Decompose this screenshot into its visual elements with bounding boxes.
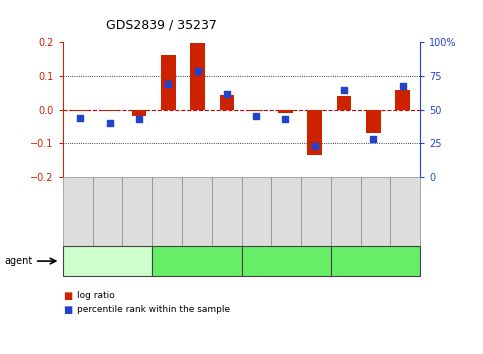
Text: GSM159376: GSM159376 bbox=[75, 193, 80, 230]
Point bbox=[369, 137, 377, 142]
Bar bbox=[307, 110, 322, 155]
Point bbox=[252, 114, 260, 119]
Text: GSM159389: GSM159389 bbox=[373, 193, 378, 230]
Text: GSM159384: GSM159384 bbox=[224, 193, 229, 230]
Text: PEITC: PEITC bbox=[274, 257, 298, 266]
Text: GSM159386: GSM159386 bbox=[284, 193, 289, 230]
Text: control: control bbox=[92, 257, 123, 266]
Point bbox=[194, 68, 201, 74]
Bar bbox=[73, 110, 88, 112]
Point bbox=[282, 116, 289, 122]
Text: GSM159377: GSM159377 bbox=[105, 193, 110, 230]
Text: ■: ■ bbox=[63, 305, 72, 315]
Bar bbox=[395, 90, 410, 110]
Point bbox=[164, 81, 172, 87]
Text: GSM159390: GSM159390 bbox=[403, 193, 408, 230]
Bar bbox=[220, 95, 234, 110]
Text: GSM159388: GSM159388 bbox=[343, 193, 348, 230]
Point bbox=[135, 116, 143, 122]
Bar bbox=[132, 110, 146, 116]
Text: GSM159387: GSM159387 bbox=[313, 193, 318, 230]
Point bbox=[223, 91, 231, 96]
Bar bbox=[190, 43, 205, 110]
Text: GSM159381: GSM159381 bbox=[165, 193, 170, 230]
Text: log ratio: log ratio bbox=[77, 291, 115, 300]
Text: agent: agent bbox=[5, 256, 33, 266]
Point bbox=[76, 115, 84, 121]
Text: GDS2839 / 35237: GDS2839 / 35237 bbox=[106, 19, 217, 32]
Bar bbox=[366, 110, 381, 133]
Text: ■: ■ bbox=[63, 291, 72, 301]
Text: GSM159378: GSM159378 bbox=[135, 193, 140, 230]
Point bbox=[311, 143, 319, 149]
Bar bbox=[102, 110, 117, 112]
Point bbox=[399, 83, 407, 88]
Bar bbox=[278, 110, 293, 113]
Point bbox=[340, 87, 348, 92]
Text: NMBA: NMBA bbox=[184, 257, 210, 266]
Bar bbox=[161, 55, 176, 110]
Bar bbox=[337, 96, 351, 110]
Bar bbox=[249, 110, 263, 112]
Text: GSM159383: GSM159383 bbox=[194, 193, 199, 230]
Text: GSM159385: GSM159385 bbox=[254, 193, 259, 230]
Text: NMBA and PEITC: NMBA and PEITC bbox=[347, 258, 404, 264]
Point bbox=[106, 120, 114, 126]
Text: percentile rank within the sample: percentile rank within the sample bbox=[77, 305, 230, 314]
